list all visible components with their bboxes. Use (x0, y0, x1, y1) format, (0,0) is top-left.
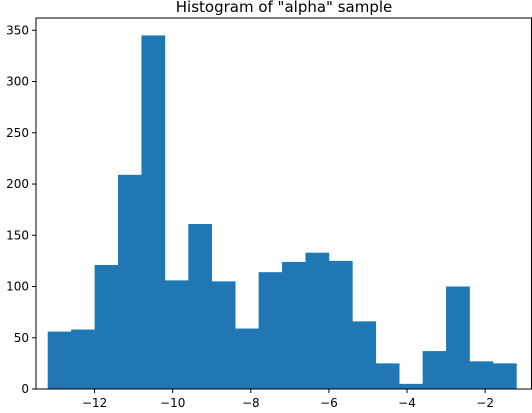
x-tick-label: −4 (398, 396, 416, 410)
y-tick-label: 300 (6, 75, 29, 89)
histogram-bar (211, 281, 236, 389)
histogram-bar (47, 331, 72, 389)
histogram-bar (328, 260, 353, 389)
y-tick-label: 50 (14, 331, 29, 345)
histogram-bar (141, 35, 166, 389)
y-tick-label: 100 (6, 280, 29, 294)
histogram-bar (422, 351, 447, 389)
y-tick-label: 350 (6, 23, 29, 37)
histogram-bar (118, 174, 142, 389)
histogram-bar (469, 361, 494, 389)
histogram-bar (352, 321, 377, 389)
histogram-bar (188, 223, 213, 389)
histogram-bar (375, 363, 400, 389)
y-tick-label: 250 (6, 126, 29, 140)
histogram-bar (305, 252, 330, 389)
histogram-bar (94, 264, 119, 389)
histogram-bar (492, 363, 517, 389)
histogram-bar (258, 272, 283, 389)
histogram-bar (235, 328, 259, 389)
y-tick-label: 150 (6, 228, 29, 242)
x-tick-label: −12 (82, 396, 107, 410)
histogram-bar (164, 280, 189, 389)
histogram-bar (282, 261, 306, 389)
y-tick-label: 0 (21, 382, 29, 396)
x-axis: −12 −10 −8 −6 −4 −2 (82, 389, 494, 410)
x-tick-label: −6 (320, 396, 338, 410)
y-axis: 0 50 100 150 200 250 300 350 (6, 23, 36, 396)
x-tick-label: −8 (242, 396, 260, 410)
bars-group (47, 35, 517, 389)
y-tick-label: 200 (6, 177, 29, 191)
histogram-bar (399, 383, 423, 389)
histogram-bar (446, 286, 470, 389)
x-tick-label: −2 (476, 396, 494, 410)
histogram-bar (71, 329, 95, 389)
chart-title: Histogram of "alpha" sample (176, 0, 393, 16)
x-tick-label: −10 (160, 396, 185, 410)
